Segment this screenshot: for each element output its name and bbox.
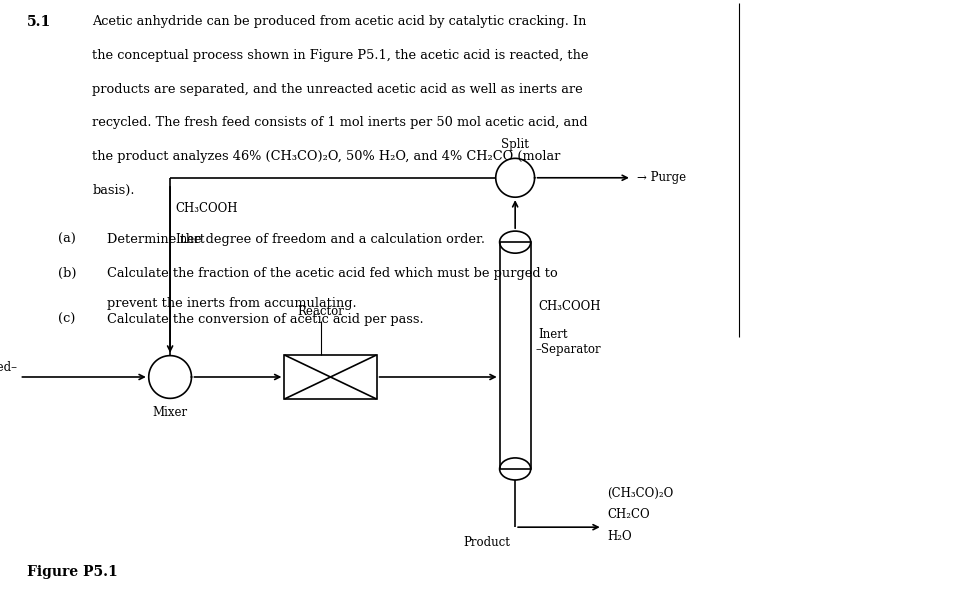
Text: Product: Product bbox=[464, 536, 510, 549]
Text: Split: Split bbox=[502, 138, 529, 151]
Text: recycled. The fresh feed consists of 1 mol inerts per 50 mol acetic acid, and: recycled. The fresh feed consists of 1 m… bbox=[92, 116, 588, 129]
Text: Inert: Inert bbox=[175, 233, 204, 246]
Text: H₂O: H₂O bbox=[608, 530, 632, 543]
Text: prevent the inerts from accumulating.: prevent the inerts from accumulating. bbox=[107, 297, 357, 310]
Text: (b): (b) bbox=[58, 267, 77, 280]
Text: Figure P5.1: Figure P5.1 bbox=[27, 565, 118, 579]
Bar bbox=[500, 242, 531, 469]
Text: Feed–: Feed– bbox=[0, 361, 17, 374]
Text: Determine the degree of freedom and a calculation order.: Determine the degree of freedom and a ca… bbox=[107, 233, 485, 246]
Text: basis).: basis). bbox=[92, 184, 135, 197]
Bar bbox=[285, 355, 377, 399]
Text: Calculate the fraction of the acetic acid fed which must be purged to: Calculate the fraction of the acetic aci… bbox=[107, 267, 558, 280]
Text: Acetic anhydride can be produced from acetic acid by catalytic cracking. In: Acetic anhydride can be produced from ac… bbox=[92, 15, 587, 28]
Text: products are separated, and the unreacted acetic acid as well as inerts are: products are separated, and the unreacte… bbox=[92, 83, 583, 96]
Text: the conceptual process shown in Figure P5.1, the acetic acid is reacted, the: the conceptual process shown in Figure P… bbox=[92, 49, 589, 62]
Text: Reactor: Reactor bbox=[297, 305, 344, 318]
Text: 5.1: 5.1 bbox=[27, 15, 52, 29]
Text: the product analyzes 46% (CH₃CO)₂O, 50% H₂O, and 4% CH₂CO (molar: the product analyzes 46% (CH₃CO)₂O, 50% … bbox=[92, 150, 561, 163]
Text: –Separator: –Separator bbox=[536, 343, 602, 356]
Text: Mixer: Mixer bbox=[153, 406, 188, 419]
Text: CH₂CO: CH₂CO bbox=[608, 508, 650, 522]
Text: CH₃COOH: CH₃COOH bbox=[538, 300, 601, 313]
Text: CH₃COOH: CH₃COOH bbox=[175, 202, 237, 215]
Text: Inert: Inert bbox=[538, 327, 568, 341]
Text: Calculate the conversion of acetic acid per pass.: Calculate the conversion of acetic acid … bbox=[107, 313, 424, 326]
Text: (a): (a) bbox=[58, 233, 76, 246]
Text: (CH₃CO)₂O: (CH₃CO)₂O bbox=[608, 487, 674, 500]
Text: (c): (c) bbox=[58, 313, 76, 326]
Text: → Purge: → Purge bbox=[637, 171, 686, 185]
